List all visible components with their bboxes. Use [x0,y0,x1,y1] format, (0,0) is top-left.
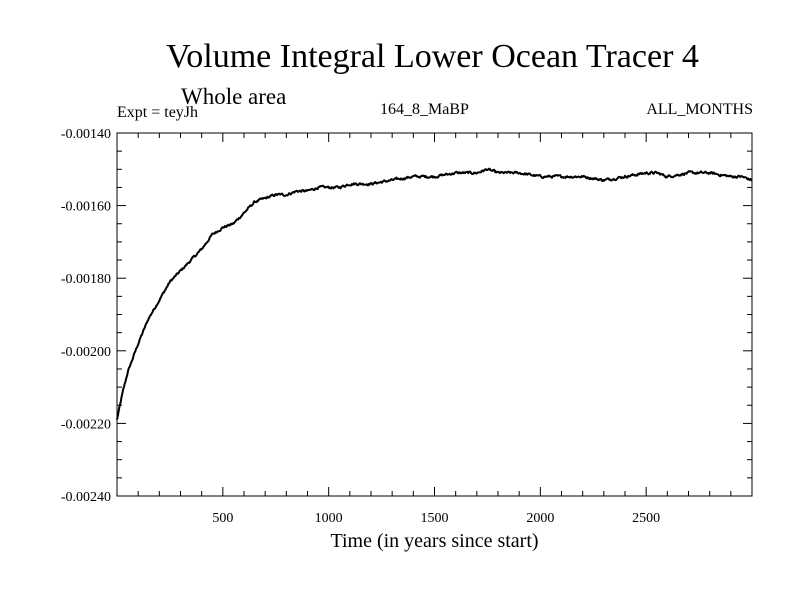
chart-subtitle: Whole area [181,84,287,109]
data-series-line [116,167,753,420]
period-label: ALL_MONTHS [646,101,753,118]
x-axis-label: Time (in years since start) [330,530,538,552]
x-tick-label: 1000 [315,511,343,526]
axis-ticks [117,132,752,497]
x-axis-tick-labels: 500 1000 1500 2000 2500 [212,511,660,526]
experiment-label: Expt = teyJh [117,104,199,121]
y-tick-label: -0.00160 [61,200,111,215]
run-label: 164_8_MaBP [380,101,469,118]
x-tick-label: 2500 [632,511,660,526]
chart-title: Volume Integral Lower Ocean Tracer 4 [166,38,699,75]
y-tick-label: -0.00240 [61,490,111,505]
y-tick-label: -0.00220 [61,417,111,432]
x-tick-label: 2000 [526,511,554,526]
y-tick-label: -0.00200 [61,345,111,360]
y-axis-tick-labels: -0.00240 -0.00220 -0.00200 -0.00180 -0.00160… [61,127,111,505]
y-tick-label: -0.00140 [61,127,111,142]
y-tick-label: -0.00180 [61,272,111,287]
x-tick-label: 500 [212,511,233,526]
plot-frame [116,132,753,497]
x-tick-label: 1500 [421,511,449,526]
